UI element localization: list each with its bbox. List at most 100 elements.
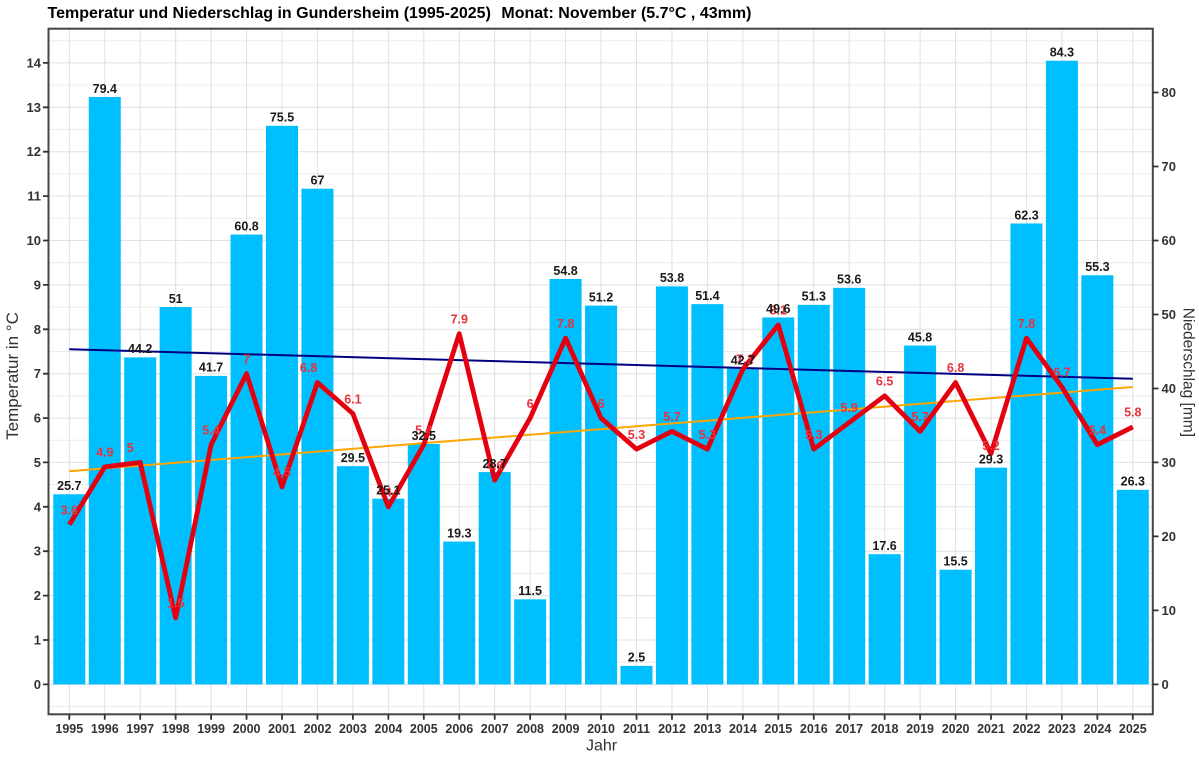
svg-text:4: 4 [385,486,392,500]
svg-text:2021: 2021 [977,722,1005,736]
svg-text:2000: 2000 [233,722,261,736]
svg-text:2019: 2019 [906,722,934,736]
svg-text:6: 6 [527,397,534,411]
svg-text:26.3: 26.3 [1121,475,1145,489]
svg-text:3: 3 [34,544,41,559]
svg-text:1995: 1995 [55,722,83,736]
svg-text:2008: 2008 [516,722,544,736]
svg-text:2013: 2013 [693,722,721,736]
svg-text:32.5: 32.5 [412,429,436,443]
svg-text:84.3: 84.3 [1050,46,1074,60]
svg-text:2014: 2014 [729,722,757,736]
svg-text:2011: 2011 [623,722,650,736]
svg-text:2007: 2007 [481,722,509,736]
svg-text:5.4: 5.4 [1089,423,1106,437]
svg-text:2018: 2018 [871,722,899,736]
svg-text:11.5: 11.5 [518,584,542,598]
svg-text:5.9: 5.9 [841,401,858,415]
svg-text:29.5: 29.5 [341,451,365,465]
svg-text:2.5: 2.5 [628,651,645,665]
svg-text:51.3: 51.3 [802,290,826,304]
svg-text:80: 80 [1162,85,1176,100]
svg-text:Jahr: Jahr [586,738,618,755]
svg-text:60: 60 [1162,233,1176,248]
svg-text:2025: 2025 [1119,722,1147,736]
svg-text:5.2: 5.2 [982,439,999,453]
svg-text:53.6: 53.6 [837,273,861,287]
svg-text:10: 10 [1162,603,1176,618]
svg-text:55.3: 55.3 [1085,260,1109,274]
svg-text:25.7: 25.7 [57,479,81,493]
svg-text:Temperatur in °C: Temperatur in °C [3,312,22,440]
svg-text:5.7: 5.7 [663,410,680,424]
svg-text:29.3: 29.3 [979,452,1003,466]
svg-text:2012: 2012 [658,722,686,736]
svg-text:30: 30 [1162,455,1176,470]
svg-text:50: 50 [1162,307,1176,322]
svg-text:2023: 2023 [1048,722,1076,736]
svg-text:7.1: 7.1 [736,353,753,367]
svg-text:7.8: 7.8 [1018,317,1035,331]
svg-text:2005: 2005 [410,722,438,736]
svg-text:5: 5 [127,441,134,455]
svg-text:7: 7 [243,352,250,366]
svg-text:12: 12 [27,144,41,159]
svg-text:20: 20 [1162,529,1176,544]
svg-text:1.5: 1.5 [167,597,184,611]
svg-text:1999: 1999 [197,722,225,736]
svg-text:62.3: 62.3 [1014,208,1038,222]
svg-text:75.5: 75.5 [270,111,294,125]
svg-text:Monat: November (5.7°C , 43mm): Monat: November (5.7°C , 43mm) [501,5,751,22]
svg-text:14: 14 [27,55,42,70]
svg-text:6.5: 6.5 [876,375,893,389]
svg-text:Niederschlag [mm]: Niederschlag [mm] [1180,308,1197,437]
svg-text:5.8: 5.8 [1124,406,1141,420]
svg-text:2002: 2002 [304,722,332,736]
svg-text:6.7: 6.7 [1053,366,1070,380]
svg-text:45.8: 45.8 [908,330,932,344]
svg-text:6.1: 6.1 [344,392,361,406]
svg-text:4.6: 4.6 [486,459,503,473]
svg-text:70: 70 [1162,159,1176,174]
svg-text:8.1: 8.1 [770,304,787,318]
svg-text:1998: 1998 [162,722,190,736]
svg-text:7.9: 7.9 [451,312,468,326]
svg-text:2009: 2009 [552,722,580,736]
svg-text:2020: 2020 [942,722,970,736]
svg-text:6: 6 [598,397,605,411]
svg-text:5.4: 5.4 [415,423,432,437]
svg-text:2016: 2016 [800,722,828,736]
svg-text:51.2: 51.2 [589,290,613,304]
svg-text:51.4: 51.4 [695,289,719,303]
svg-text:53.8: 53.8 [660,271,684,285]
svg-text:2022: 2022 [1013,722,1041,736]
svg-text:2024: 2024 [1083,722,1111,736]
svg-text:8: 8 [34,322,41,337]
svg-text:4.5: 4.5 [273,466,290,480]
svg-text:0: 0 [34,677,41,692]
svg-text:5: 5 [34,455,41,470]
svg-text:42.7: 42.7 [731,353,755,367]
svg-text:Temperatur und Niederschlag in: Temperatur und Niederschlag in Gundershe… [48,5,491,22]
svg-text:28.7: 28.7 [483,457,507,471]
svg-text:2017: 2017 [835,722,863,736]
svg-text:1: 1 [34,633,41,648]
svg-text:44.2: 44.2 [128,342,152,356]
svg-text:11: 11 [27,189,41,204]
svg-text:13: 13 [27,100,41,115]
svg-text:0: 0 [1162,677,1169,692]
svg-text:5.3: 5.3 [805,428,822,442]
svg-text:5.7: 5.7 [911,410,928,424]
svg-text:3.6: 3.6 [61,503,78,517]
svg-text:79.4: 79.4 [93,82,117,96]
svg-text:2015: 2015 [764,722,792,736]
svg-text:54.8: 54.8 [553,264,577,278]
svg-text:60.8: 60.8 [234,219,258,233]
svg-text:7: 7 [34,366,41,381]
svg-text:51: 51 [169,292,183,306]
svg-text:10: 10 [27,233,41,248]
svg-text:4: 4 [34,499,42,514]
svg-text:2: 2 [34,588,41,603]
svg-text:1997: 1997 [126,722,154,736]
svg-text:4.9: 4.9 [96,446,113,460]
